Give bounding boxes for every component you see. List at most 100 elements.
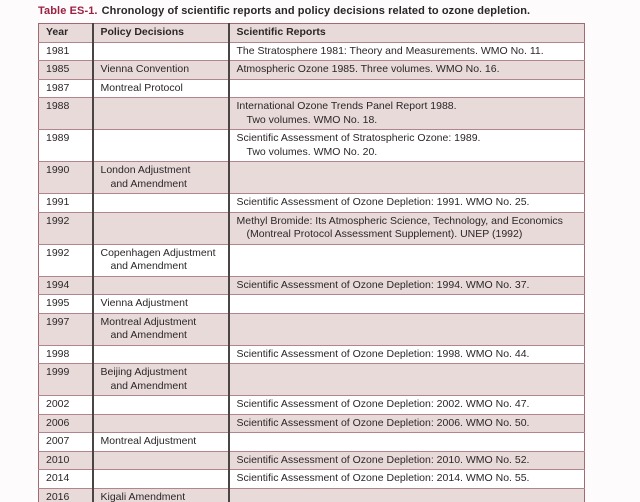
scientific-report-cell: Scientific Assessment of Ozone Depletion… bbox=[228, 275, 585, 295]
policy-decision-cell-line: London Adjustment bbox=[100, 164, 191, 176]
policy-decision-cell: Montreal Adjustment bbox=[92, 432, 230, 451]
year-cell: 1987 bbox=[38, 78, 94, 98]
scientific-report-cell-line: Two volumes. WMO No. 20. bbox=[246, 145, 378, 158]
scientific-report-cell: Scientific Assessment of Ozone Depletion… bbox=[228, 469, 585, 488]
policy-decision-cell bbox=[92, 97, 230, 130]
scientific-report-cell bbox=[228, 363, 585, 396]
scientific-report-cell: The Stratosphere 1981: Theory and Measur… bbox=[228, 41, 585, 61]
table-row: 1994 Scientific Assessment of Ozone Depl… bbox=[38, 275, 585, 295]
year-cell: 1991 bbox=[38, 193, 94, 212]
year-cell: 1985 bbox=[38, 60, 94, 79]
year-cell: 1989 bbox=[38, 129, 94, 162]
policy-decision-cell-line: Copenhagen Adjustment bbox=[100, 246, 216, 259]
year-cell: 1988 bbox=[38, 97, 94, 130]
column-header-year: Year bbox=[38, 23, 94, 42]
scientific-report-cell-line: Scientific Assessment of Ozone Depletion… bbox=[236, 398, 530, 410]
policy-decision-cell: Montreal Protocol bbox=[92, 78, 230, 98]
scientific-report-cell bbox=[228, 243, 585, 276]
scientific-report-cell-line: Scientific Assessment of Ozone Depletion… bbox=[236, 347, 530, 360]
policy-decision-cell bbox=[92, 413, 230, 433]
policy-decision-cell-line: Vienna Convention bbox=[100, 63, 190, 75]
table-row: 1992 Copenhagen Adjustment and Amendment bbox=[38, 243, 585, 276]
policy-decision-cell-line: Kigali Amendment bbox=[100, 490, 186, 502]
policy-decision-cell-line: and Amendment bbox=[110, 379, 187, 392]
policy-decision-cell-line: Montreal Adjustment bbox=[100, 315, 197, 328]
year-cell: 2006 bbox=[38, 413, 94, 433]
scientific-report-cell-line: Scientific Assessment of Ozone Depletion… bbox=[236, 278, 530, 291]
table-row: 1992 Methyl Bromide: Its Atmospheric Sci… bbox=[38, 211, 585, 244]
table-row: 1981 The Stratosphere 1981: Theory and M… bbox=[38, 41, 585, 61]
chronology-table: Year Policy Decisions Scientific Reports… bbox=[38, 23, 585, 502]
scientific-report-cell: Scientific Assessment of Ozone Depletion… bbox=[228, 344, 585, 364]
year-cell: 1997 bbox=[38, 312, 94, 345]
table-row: 1987 Montreal Protocol bbox=[38, 78, 585, 98]
year-cell: 1994 bbox=[38, 275, 94, 295]
table-head: Year Policy Decisions Scientific Reports bbox=[38, 23, 585, 42]
policy-decision-cell bbox=[92, 344, 230, 364]
year-cell: 1992 bbox=[38, 243, 94, 276]
policy-decision-cell: Montreal Adjustment and Amendment bbox=[92, 312, 230, 345]
year-cell: 2014 bbox=[38, 469, 94, 488]
table-row: 1988 International Ozone Trends Panel Re… bbox=[38, 97, 585, 130]
policy-decision-cell bbox=[92, 450, 230, 470]
column-header-scientific-reports: Scientific Reports bbox=[228, 23, 585, 42]
scientific-report-cell-line: International Ozone Trends Panel Report … bbox=[236, 100, 457, 112]
policy-decision-cell-line: Vienna Adjustment bbox=[100, 297, 188, 309]
year-cell: 1990 bbox=[38, 161, 94, 194]
policy-decision-cell: London Adjustment and Amendment bbox=[92, 161, 230, 194]
policy-decision-cell bbox=[92, 193, 230, 212]
policy-decision-cell-line: and Amendment bbox=[110, 260, 187, 272]
scientific-report-cell bbox=[228, 294, 585, 313]
table-row: 1985 Vienna Convention Atmospheric Ozone 1… bbox=[38, 60, 585, 79]
policy-decision-cell-line: and Amendment bbox=[110, 177, 187, 190]
scientific-report-cell bbox=[228, 432, 585, 451]
table-row: 1991 Scientific Assessment of Ozone Depl… bbox=[38, 193, 585, 212]
scientific-report-cell: Scientific Assessment of Ozone Depletion… bbox=[228, 450, 585, 470]
scientific-report-cell: International Ozone Trends Panel Report … bbox=[228, 97, 585, 130]
scientific-report-cell-line: Scientific Assessment of Ozone Depletion… bbox=[236, 453, 530, 466]
table-row: 1998 Scientific Assessment of Ozone Depl… bbox=[38, 344, 585, 364]
year-cell: 1998 bbox=[38, 344, 94, 364]
scientific-report-cell-line: Scientific Assessment of Ozone Depletion… bbox=[236, 416, 530, 429]
scientific-report-cell: Methyl Bromide: Its Atmospheric Science,… bbox=[228, 211, 585, 244]
scientific-report-cell: Atmospheric Ozone 1985. Three volumes. W… bbox=[228, 60, 585, 79]
year-cell: 1981 bbox=[38, 41, 94, 61]
table-row: 1990 London Adjustment and Amendment bbox=[38, 161, 585, 194]
policy-decision-cell-line: Beijing Adjustment bbox=[100, 366, 187, 378]
policy-decision-cell bbox=[92, 275, 230, 295]
table-row: 1995 Vienna Adjustment bbox=[38, 294, 585, 313]
policy-decision-cell-line: Montreal Adjustment bbox=[100, 435, 197, 447]
table-caption: Table ES-1. Chronology of scientific repo… bbox=[38, 4, 640, 18]
scientific-report-cell bbox=[228, 78, 585, 98]
policy-decision-cell: Vienna Convention bbox=[92, 60, 230, 79]
scientific-report-cell-line: Two volumes. WMO No. 18. bbox=[246, 113, 378, 126]
table-row: 1999 Beijing Adjustment and Amendment bbox=[38, 363, 585, 396]
table-row: 2007 Montreal Adjustment bbox=[38, 432, 585, 451]
scientific-report-cell bbox=[228, 312, 585, 345]
year-cell: 2002 bbox=[38, 395, 94, 414]
table-caption-label: Table ES-1. bbox=[38, 5, 98, 17]
year-cell: 2007 bbox=[38, 432, 94, 451]
scientific-report-cell bbox=[228, 161, 585, 194]
scientific-report-cell-line: Atmospheric Ozone 1985. Three volumes. W… bbox=[236, 63, 500, 75]
year-cell: 1995 bbox=[38, 294, 94, 313]
policy-decision-cell: Vienna Adjustment bbox=[92, 294, 230, 313]
scientific-report-cell: Scientific Assessment of Ozone Depletion… bbox=[228, 193, 585, 212]
column-header-policy-decisions: Policy Decisions bbox=[92, 23, 230, 42]
table-row: 2010 Scientific Assessment of Ozone Depl… bbox=[38, 450, 585, 470]
table-header-row: Year Policy Decisions Scientific Reports bbox=[38, 23, 585, 42]
scientific-report-cell: Scientific Assessment of Ozone Depletion… bbox=[228, 413, 585, 433]
table-row: 2006 Scientific Assessment of Ozone Depl… bbox=[38, 413, 585, 433]
scientific-report-cell-line: (Montreal Protocol Assessment Supplement… bbox=[246, 228, 523, 240]
policy-decision-cell bbox=[92, 469, 230, 488]
scientific-report-cell: Scientific Assessment of Ozone Depletion… bbox=[228, 395, 585, 414]
table-row: 1997 Montreal Adjustment and Amendment bbox=[38, 312, 585, 345]
table-row: 1989 Scientific Assessment of Stratosphe… bbox=[38, 129, 585, 162]
policy-decision-cell bbox=[92, 211, 230, 244]
policy-decision-cell: Copenhagen Adjustment and Amendment bbox=[92, 243, 230, 276]
year-cell: 2010 bbox=[38, 450, 94, 470]
policy-decision-cell: Beijing Adjustment and Amendment bbox=[92, 363, 230, 396]
year-cell: 1992 bbox=[38, 211, 94, 244]
table-caption-text: Chronology of scientific reports and pol… bbox=[101, 5, 531, 17]
